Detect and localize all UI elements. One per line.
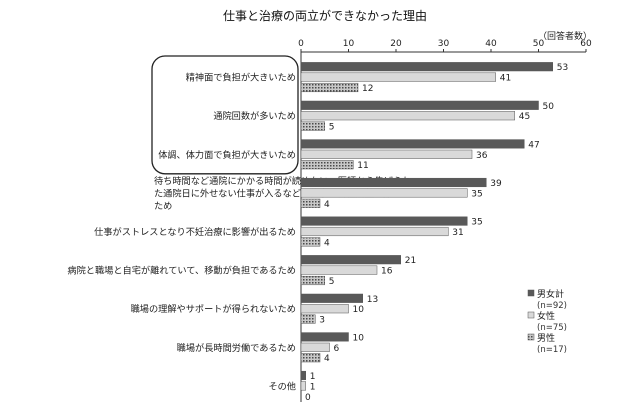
category-label: 通院回数が多いため: [213, 110, 296, 122]
bar: [300, 100, 539, 110]
category-label: 仕事がストレスとなり不妊治療に影響が出るため: [94, 226, 296, 238]
bar: [300, 111, 515, 121]
bar: [300, 149, 473, 159]
category-label: 職場が長時間労働であるため: [177, 342, 296, 354]
legend-swatch: [527, 333, 535, 341]
x-tick-label: 50: [533, 39, 545, 49]
legend-label: 女性: [537, 310, 555, 322]
legend-n-label: (n=17): [537, 345, 567, 355]
bar-value-label: 4: [324, 200, 330, 210]
bar: [300, 198, 321, 208]
bar-value-label: 5: [329, 277, 335, 287]
bar: [300, 216, 468, 226]
bar: [300, 160, 354, 170]
bar-value-label: 13: [367, 295, 378, 305]
bar: [300, 275, 325, 286]
bar-value-label: 11: [357, 161, 368, 171]
bar-value-label: 12: [362, 84, 373, 94]
category-label: その他: [268, 380, 296, 392]
x-tick-label: 30: [438, 39, 450, 49]
bar-value-label: 1: [310, 372, 316, 382]
bar-value-label: 41: [500, 74, 511, 84]
bar-value-label: 4: [324, 354, 330, 364]
bar: [300, 381, 306, 391]
bar: [300, 332, 349, 342]
bar: [300, 82, 359, 93]
bar: [300, 226, 449, 237]
bar-value-label: 10: [353, 333, 365, 343]
bar: [300, 237, 321, 247]
x-tick-label: 40: [485, 39, 497, 49]
bar: [300, 314, 316, 324]
bar-value-label: 47: [528, 140, 539, 150]
bar-value-label: 0: [305, 393, 311, 403]
bar-value-label: 4: [324, 238, 330, 248]
legend-label: 男性: [537, 332, 555, 344]
bar: [300, 177, 487, 188]
bar-value-label: 3: [319, 316, 325, 326]
category-label: 精神面で負担が大きいため: [186, 72, 296, 84]
unit-label: （回答者数）: [538, 30, 592, 42]
bar: [300, 265, 378, 275]
bar: [300, 62, 553, 72]
x-tick-label: 10: [343, 39, 355, 49]
bar-value-label: 1: [310, 382, 316, 392]
bar-value-label: 36: [476, 151, 488, 161]
bar: [300, 72, 496, 82]
bar-value-label: 10: [353, 305, 365, 315]
legend-label: 男女計: [537, 288, 564, 300]
bar: [300, 370, 306, 381]
bar-value-label: 45: [519, 112, 530, 122]
legend-swatch: [527, 289, 535, 297]
bar: [300, 255, 401, 265]
bar-value-label: 16: [381, 267, 393, 277]
bar-value-label: 53: [557, 63, 568, 73]
category-label: 体調、体力面で負担が大きいため: [158, 149, 296, 161]
bar-value-label: 6: [334, 344, 340, 354]
bar: [300, 293, 363, 303]
bar: [300, 139, 525, 149]
bar-value-label: 21: [405, 256, 416, 266]
bar: [300, 304, 349, 314]
bar-value-label: 35: [471, 189, 482, 199]
bar: [300, 188, 468, 198]
chart-title: 仕事と治療の両立ができなかった理由: [223, 8, 427, 23]
x-tick-label: 60: [580, 39, 592, 49]
x-tick-label: 20: [390, 39, 402, 49]
legend-swatch: [527, 311, 535, 319]
bar-value-label: 31: [452, 228, 463, 238]
legend-n-label: (n=75): [537, 323, 567, 333]
bar: [300, 121, 325, 131]
bar-value-label: 5: [329, 123, 335, 133]
bar-value-label: 50: [543, 102, 555, 112]
highlight-frame: [151, 55, 299, 175]
category-label: 職場の理解やサポートが得られないため: [131, 303, 296, 315]
x-tick-label: 0: [298, 39, 304, 49]
bar-value-label: 35: [471, 218, 482, 228]
bar: [300, 353, 321, 363]
category-label: 病院と職場と自宅が離れていて、移動が負担であるため: [67, 265, 296, 277]
legend-n-label: (n=92): [537, 301, 567, 311]
bar-value-label: 39: [490, 179, 502, 189]
bar: [300, 342, 330, 352]
